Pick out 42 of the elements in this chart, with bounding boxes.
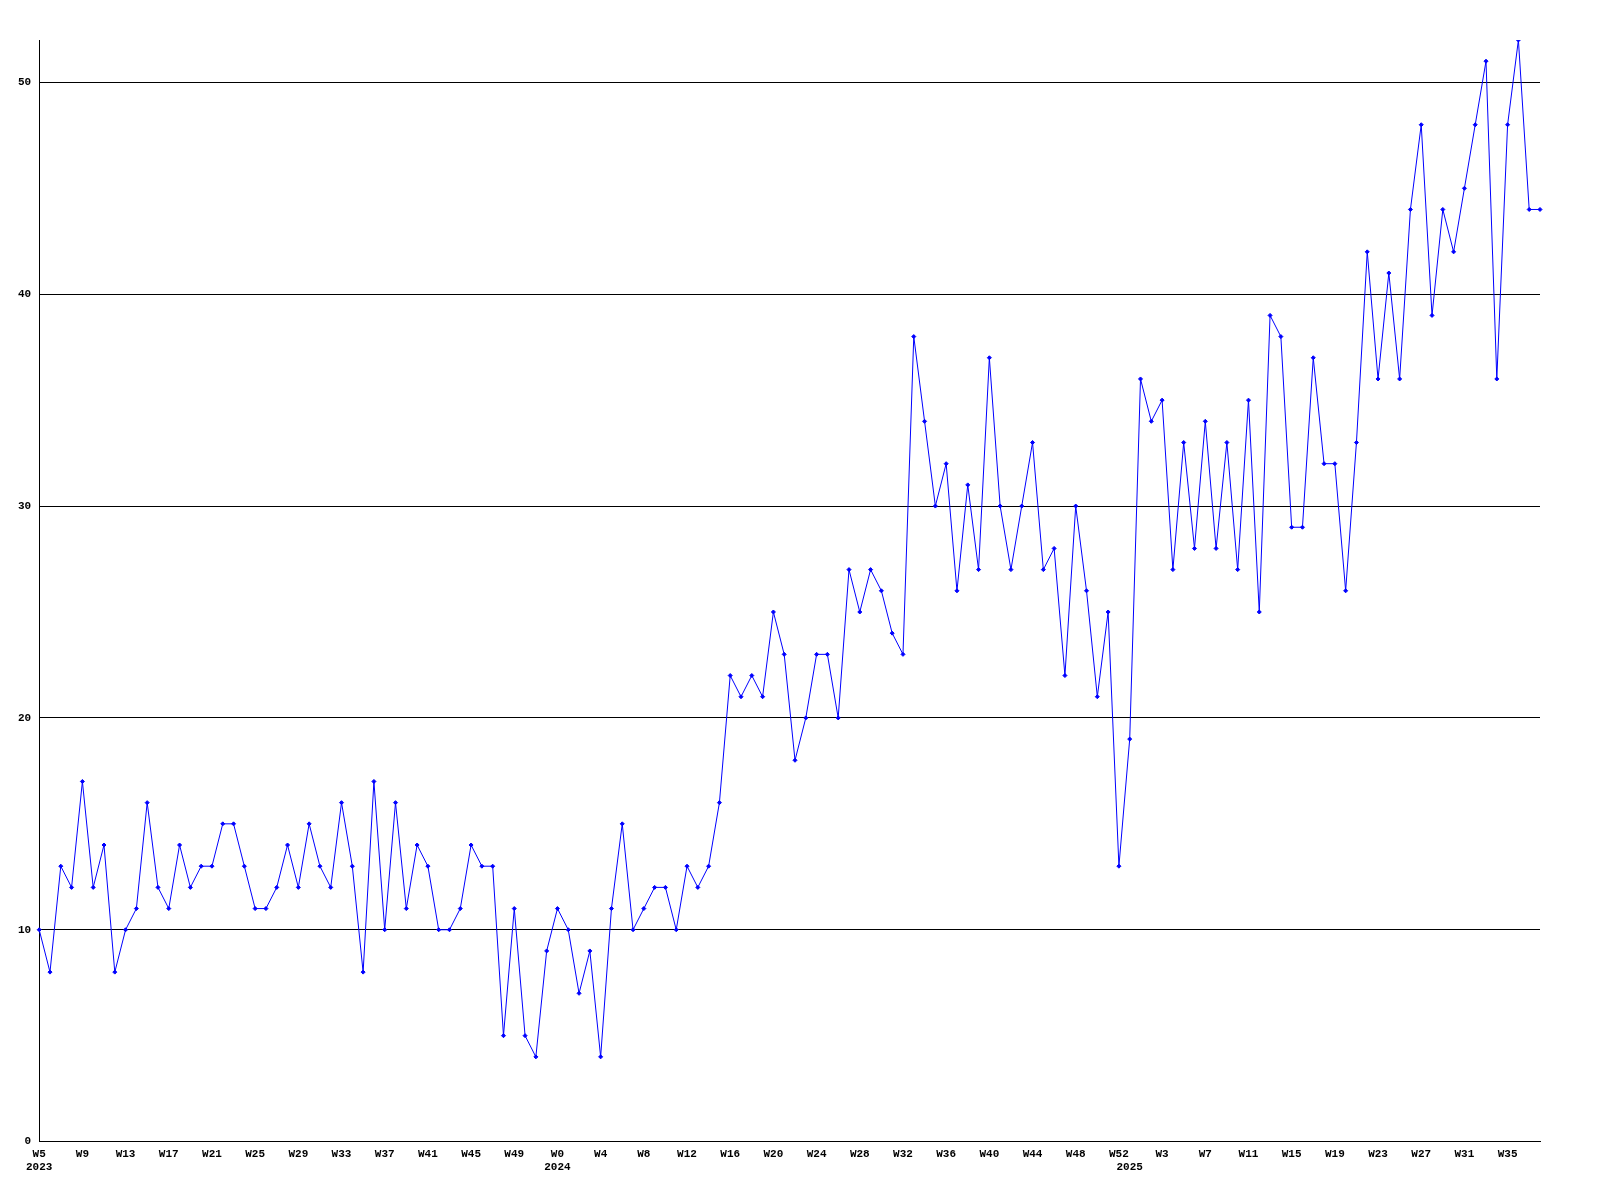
x-tick-label: W15	[1281, 1147, 1302, 1160]
x-tick-label: W28	[849, 1147, 871, 1160]
x-tick-label: W40	[979, 1147, 1000, 1160]
x-tick-label: W31	[1454, 1147, 1475, 1160]
x-tick-label: W8	[637, 1147, 651, 1160]
x-tick-label: W13	[115, 1147, 136, 1160]
y-tick-label: 50	[18, 76, 32, 89]
x-tick-label: W52	[1109, 1147, 1129, 1160]
x-tick-label: W16	[720, 1147, 741, 1160]
y-tick-label: 20	[18, 711, 32, 724]
x-tick-label: W27	[1411, 1147, 1432, 1160]
x-tick-label: W45	[461, 1147, 482, 1160]
x-tick-label: W35	[1497, 1147, 1518, 1160]
x-tick-label: W19	[1324, 1147, 1345, 1160]
x-tick-label: W11	[1238, 1147, 1259, 1160]
x-tick-label: W4	[594, 1147, 608, 1160]
x-tick-label: W33	[331, 1147, 352, 1160]
x-tick-label: W20	[763, 1147, 784, 1160]
x-tick-label: W12	[677, 1147, 697, 1160]
x-tick-label: W48	[1065, 1147, 1087, 1160]
x-tick-label: W0 2024	[544, 1147, 572, 1174]
x-tick-label: W7	[1198, 1147, 1212, 1160]
x-tick-label: W5 2023	[26, 1147, 53, 1174]
x-tick-label: W9	[75, 1147, 89, 1160]
x-tick-label: W36	[936, 1147, 957, 1160]
x-tick-label: W44	[1022, 1147, 1043, 1160]
y-tick-label: 0	[24, 1135, 32, 1148]
y-tick-label: 30	[18, 499, 32, 512]
x-tick-label: W29	[288, 1147, 309, 1160]
x-tick-label: W21	[202, 1147, 223, 1160]
x-tick-label: W32	[893, 1147, 913, 1160]
x-tick-label: W25	[245, 1147, 266, 1160]
x-tick-label: W3	[1155, 1147, 1170, 1160]
x-tick-label: W49	[504, 1147, 525, 1160]
x-tick-label: W41	[417, 1147, 439, 1160]
x-tick-label: W24	[806, 1147, 827, 1160]
x-tick-label: 2025	[1116, 1161, 1144, 1174]
y-tick-label: 40	[18, 287, 32, 300]
x-tick-label: W23	[1368, 1147, 1389, 1160]
x-tick-label: W37	[374, 1147, 395, 1160]
x-tick-label: W17	[158, 1147, 179, 1160]
y-tick-label: 10	[18, 923, 32, 936]
